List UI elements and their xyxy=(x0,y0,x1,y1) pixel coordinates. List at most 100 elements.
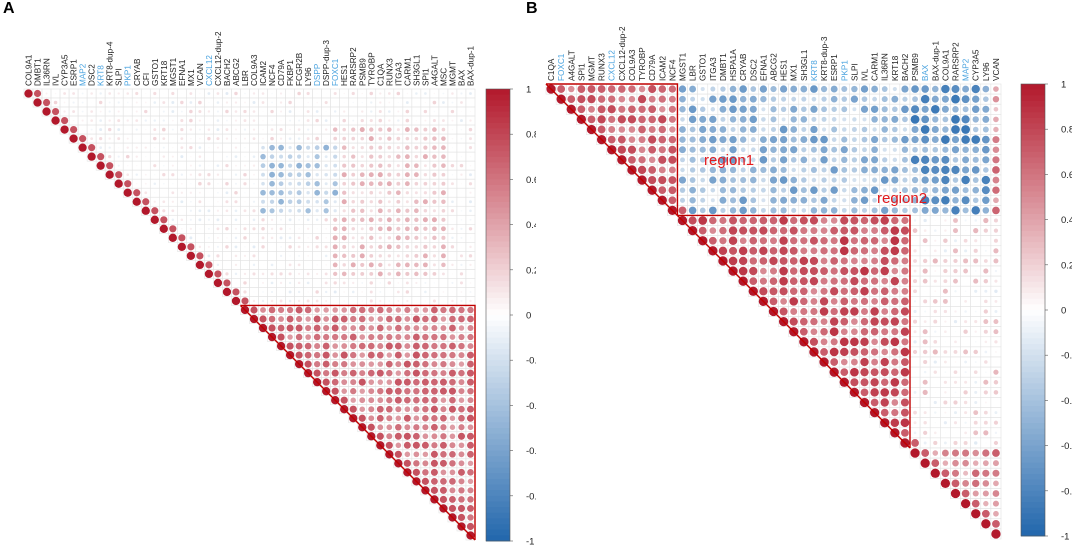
correlation-circle xyxy=(198,200,202,204)
colorbar-segment xyxy=(1021,157,1045,164)
colorbar-segment xyxy=(1021,332,1045,339)
correlation-circle xyxy=(891,115,899,123)
correlation-circle xyxy=(369,200,373,204)
correlation-circle xyxy=(288,218,292,222)
correlation-circle xyxy=(234,272,238,276)
correlation-circle xyxy=(180,182,183,185)
correlation-circle xyxy=(761,198,766,203)
correlation-circle xyxy=(279,299,283,303)
correlation-circle xyxy=(216,254,220,258)
correlation-circle xyxy=(441,172,446,177)
correlation-circle xyxy=(466,432,475,440)
correlation-circle xyxy=(314,145,320,150)
correlation-circle xyxy=(922,187,929,194)
correlation-circle xyxy=(322,342,330,350)
correlation-circle xyxy=(820,85,828,93)
correlation-circle xyxy=(376,351,384,359)
correlation-circle xyxy=(668,85,677,93)
correlation-circle xyxy=(161,127,166,132)
correlation-circle xyxy=(628,126,636,133)
correlation-circle xyxy=(369,235,374,240)
column-label: PSMB9 xyxy=(911,53,920,81)
correlation-circle xyxy=(325,110,327,113)
colorbar-segment xyxy=(486,473,510,480)
correlation-circle xyxy=(333,271,338,277)
colorbar-segment xyxy=(1021,445,1045,452)
colorbar-segment xyxy=(1021,123,1045,130)
correlation-circle xyxy=(972,95,980,103)
correlation-circle xyxy=(261,299,265,303)
correlation-circle xyxy=(430,477,438,485)
column-label: IVL xyxy=(52,73,61,86)
colorbar-segment xyxy=(486,275,510,282)
correlation-circle xyxy=(226,237,228,239)
correlation-circle xyxy=(952,106,959,113)
correlation-circle xyxy=(728,236,738,245)
correlation-circle xyxy=(914,371,916,373)
correlation-circle xyxy=(404,406,411,413)
correlation-circle xyxy=(333,91,337,96)
colorbar-segment xyxy=(1021,281,1045,288)
column-label: RARSRP2 xyxy=(952,42,961,81)
correlation-circle xyxy=(933,279,937,283)
correlation-circle xyxy=(749,246,758,255)
colorbar-segment xyxy=(1021,270,1045,277)
correlation-circle xyxy=(780,298,787,305)
colorbar-segment xyxy=(486,179,510,186)
correlation-circle xyxy=(334,119,336,122)
correlation-circle xyxy=(983,329,988,334)
correlation-circle xyxy=(800,307,808,316)
correlation-circle xyxy=(820,247,828,255)
correlation-circle xyxy=(360,236,364,240)
correlation-circle xyxy=(759,156,768,164)
correlation-circle xyxy=(144,101,147,104)
correlation-circle xyxy=(162,101,166,104)
colorbar-segment xyxy=(1021,146,1045,153)
correlation-circle xyxy=(199,137,201,140)
correlation-circle xyxy=(739,105,747,113)
correlation-circle xyxy=(431,369,438,377)
correlation-circle xyxy=(659,106,666,113)
correlation-circle xyxy=(891,328,899,336)
correlation-circle xyxy=(901,166,908,173)
correlation-circle xyxy=(891,95,899,103)
correlation-circle xyxy=(243,128,247,131)
correlation-circle xyxy=(607,105,616,114)
correlation-circle xyxy=(469,237,472,239)
panel-b-correlation-matrix: C1QA FOXC1 A4GALT SPI1 MGMT RUNX3 CXCL12 CXCL12… xyxy=(545,26,1072,543)
correlation-circle xyxy=(994,340,998,344)
correlation-circle xyxy=(608,115,616,124)
correlation-circle xyxy=(840,216,849,225)
correlation-circle xyxy=(449,306,456,314)
correlation-circle xyxy=(840,317,849,326)
colorbar-segment xyxy=(486,111,510,118)
column-label: ABCG2 xyxy=(232,58,241,86)
correlation-circle xyxy=(934,391,936,393)
correlation-circle xyxy=(341,145,347,150)
correlation-circle xyxy=(871,156,879,164)
correlation-circle xyxy=(913,340,917,344)
correlation-circle xyxy=(441,217,446,222)
correlation-circle xyxy=(841,86,848,93)
correlation-circle xyxy=(81,101,84,104)
correlation-circle xyxy=(902,127,908,132)
correlation-circle xyxy=(332,307,338,313)
column-label: DSPP xyxy=(313,63,322,86)
correlation-circle xyxy=(414,163,419,169)
correlation-circle xyxy=(278,316,284,322)
correlation-circle xyxy=(332,235,338,241)
correlation-circle xyxy=(305,316,311,322)
correlation-circle xyxy=(891,287,899,295)
correlation-circle xyxy=(225,272,229,276)
colorbar-segment xyxy=(1021,95,1045,102)
correlation-circle xyxy=(360,136,365,141)
correlation-circle xyxy=(413,325,420,331)
correlation-circle xyxy=(332,361,339,368)
correlation-circle xyxy=(953,258,958,264)
correlation-circle xyxy=(965,280,966,282)
correlation-circle xyxy=(469,282,472,284)
correlation-circle xyxy=(901,318,909,326)
correlation-circle xyxy=(881,328,889,336)
correlation-circle xyxy=(829,327,839,337)
region1-box-diagonal xyxy=(545,83,678,216)
